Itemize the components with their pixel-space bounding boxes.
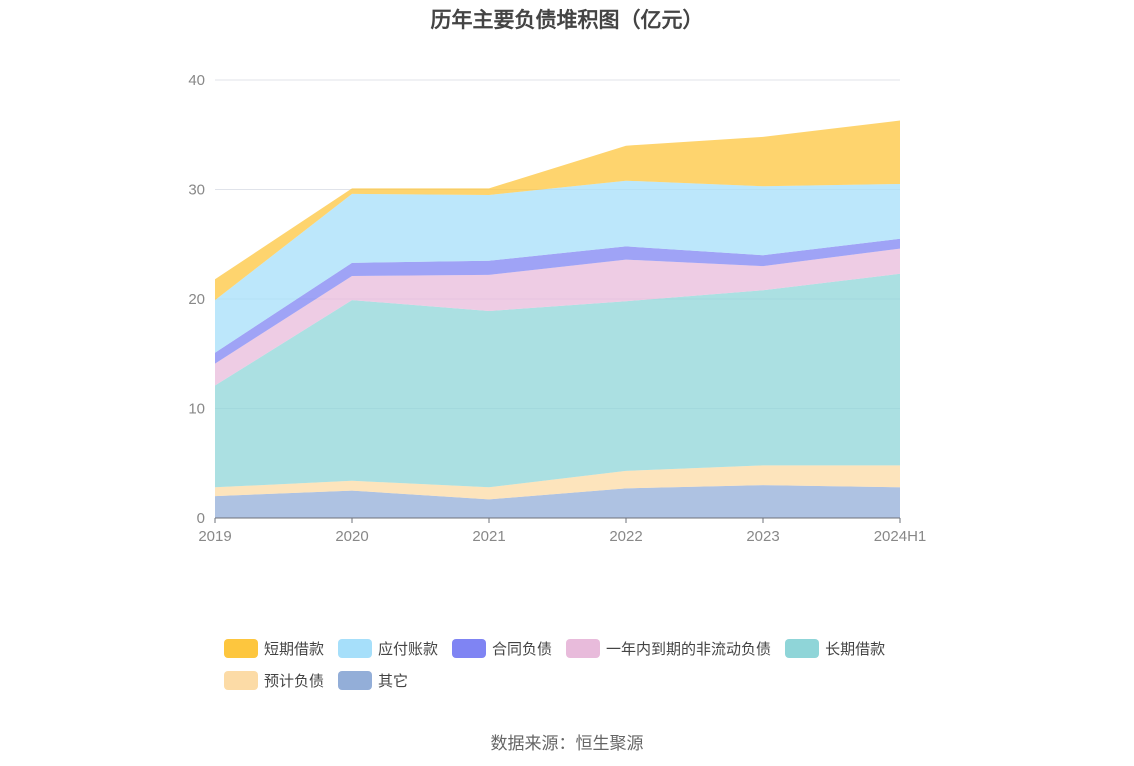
x-tick-label: 2022 [609, 528, 642, 545]
legend-swatch [785, 638, 820, 658]
x-tick-label: 2024H1 [874, 528, 927, 545]
legend-swatch [452, 638, 487, 658]
data-source: 数据来源：恒生聚源 [490, 734, 644, 753]
area-合同负债 [215, 238, 900, 364]
legend-item-current-noncurrent-liabilities[interactable]: 一年内到期的非流动负债 [566, 638, 771, 659]
legend-row-2: 预计负债 其它 [224, 664, 944, 696]
area-短期借款 [215, 120, 900, 301]
chart-title: 历年主要负债堆积图（亿元） [430, 9, 704, 32]
y-tick-label: 40 [188, 72, 205, 89]
legend-swatch [224, 670, 258, 690]
legend-row-1: 短期借款 应付账款 合同负债 一年内到期的非流动负债 长期借款 [224, 632, 944, 664]
legend-label: 预计负债 [264, 672, 325, 690]
legend-item-long-term-loans[interactable]: 长期借款 [785, 638, 885, 659]
y-tick-label: 20 [188, 291, 205, 308]
legend-item-short-term-loans[interactable]: 短期借款 [224, 638, 324, 659]
area-一年内到期的非流动负债 [215, 248, 900, 386]
legend-swatch [566, 638, 601, 658]
legend-item-accounts-payable[interactable]: 应付账款 [338, 638, 438, 659]
axes: 0 10 20 30 40 2019 2020 2021 2022 2023 2024H1 [188, 72, 926, 545]
y-tick-label: 30 [188, 182, 205, 199]
legend-item-contract-liabilities[interactable]: 合同负债 [452, 638, 552, 659]
legend-item-others[interactable]: 其它 [338, 670, 408, 691]
legend-swatch [338, 670, 373, 690]
legend-label: 短期借款 [264, 640, 325, 658]
legend-label: 应付账款 [378, 640, 439, 658]
x-tick-label: 2020 [335, 528, 368, 545]
legend-swatch [224, 638, 258, 658]
area-其它 [215, 485, 900, 518]
x-tick-label: 2023 [746, 528, 779, 545]
x-tick-label: 2019 [198, 528, 231, 545]
stacked-area-chart: 0 10 20 30 40 2019 2020 2021 2022 2023 2024H1 [188, 72, 926, 545]
area-应付账款 [215, 180, 900, 353]
legend: 短期借款 应付账款 合同负债 一年内到期的非流动负债 长期借款 预计负债 其它 [224, 632, 944, 696]
y-tick-label: 10 [188, 401, 205, 418]
area-长期借款 [215, 273, 900, 488]
legend-label: 合同负债 [492, 640, 553, 658]
area-预计负债 [215, 465, 900, 500]
legend-item-provisions[interactable]: 预计负债 [224, 670, 324, 691]
y-tick-label: 0 [197, 510, 205, 527]
legend-swatch [338, 638, 373, 658]
legend-label: 长期借款 [825, 640, 886, 658]
legend-label: 其它 [378, 672, 409, 690]
area-series [215, 120, 900, 518]
legend-label: 一年内到期的非流动负债 [606, 640, 772, 658]
x-tick-label: 2021 [472, 528, 505, 545]
